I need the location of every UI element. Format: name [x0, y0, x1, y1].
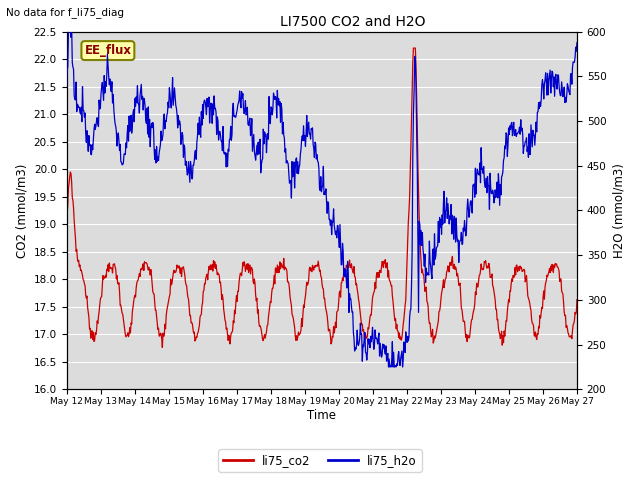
Text: No data for f_li75_diag: No data for f_li75_diag — [6, 7, 124, 18]
Y-axis label: CO2 (mmol/m3): CO2 (mmol/m3) — [15, 163, 28, 258]
Y-axis label: H2O (mmol/m3): H2O (mmol/m3) — [612, 163, 625, 258]
Title: LI7500 CO2 and H2O: LI7500 CO2 and H2O — [280, 15, 425, 29]
Text: EE_flux: EE_flux — [84, 44, 131, 57]
Legend: li75_co2, li75_h2o: li75_co2, li75_h2o — [218, 449, 422, 472]
X-axis label: Time: Time — [307, 409, 336, 422]
